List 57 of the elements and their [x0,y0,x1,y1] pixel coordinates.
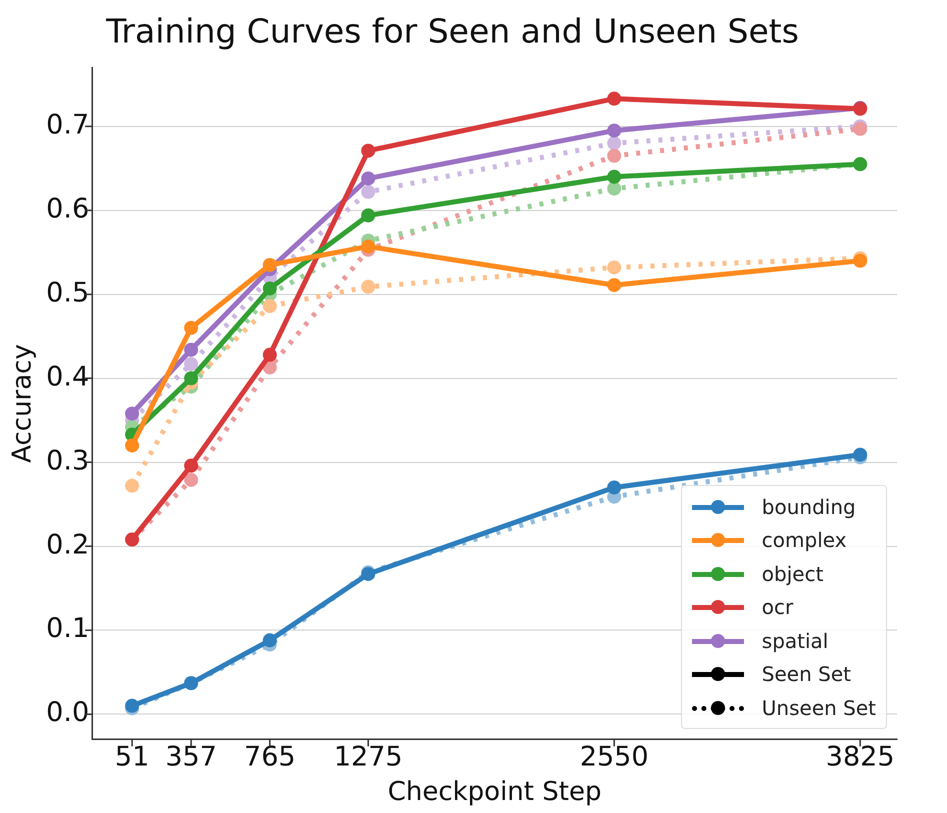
x-axis-title: Checkpoint Step [388,777,602,808]
point [262,281,277,296]
point [262,258,277,272]
legend-label: object [762,562,824,586]
y-tick-label: 0.0 [46,697,90,728]
point [184,458,198,473]
point [607,480,622,494]
point [361,184,376,199]
y-tick-label: 0.3 [46,445,90,476]
legend-label: ocr [762,595,794,620]
point [184,320,198,335]
point [607,278,622,292]
point [853,122,868,136]
point [184,342,198,357]
point [607,136,622,150]
x-tick-label: 357 [165,742,217,773]
y-tick-label: 0.7 [46,109,90,140]
point [607,148,622,163]
point [361,208,376,222]
point [125,406,140,421]
point [361,280,376,294]
legend-label: Unseen Set [762,696,876,720]
x-tick-label: 2550 [580,742,649,773]
point [184,357,198,372]
point [262,348,277,362]
point [361,171,376,186]
legend-label: complex [762,528,847,552]
legend-label: bounding [762,494,856,519]
legend-label: spatial [762,628,828,653]
point [607,124,622,138]
point [262,299,277,314]
x-tick-label: 3825 [826,742,895,773]
point [853,448,868,462]
point [853,254,868,268]
x-tick-label: 1275 [334,742,403,773]
y-axis-title: Accuracy [7,344,38,463]
point [361,144,376,158]
point [607,170,622,184]
point [125,698,140,713]
point [607,182,622,196]
y-tick-label: 0.2 [46,529,90,560]
point [184,371,198,386]
y-tick-label: 0.4 [46,361,90,392]
y-tick-label: 0.1 [46,613,90,644]
point [361,239,376,254]
legend-label: Seen Set [762,662,851,686]
point [184,472,198,487]
point [607,92,622,106]
point [125,438,140,452]
point [262,633,277,648]
x-tick-label: 51 [114,742,150,773]
chart-title: Training Curves for Seen and Unseen Sets [105,11,799,50]
point [125,478,140,493]
x-tick-label: 765 [244,742,296,773]
y-tick-label: 0.6 [46,193,90,224]
y-tick-label: 0.5 [46,277,90,308]
point [607,260,622,274]
